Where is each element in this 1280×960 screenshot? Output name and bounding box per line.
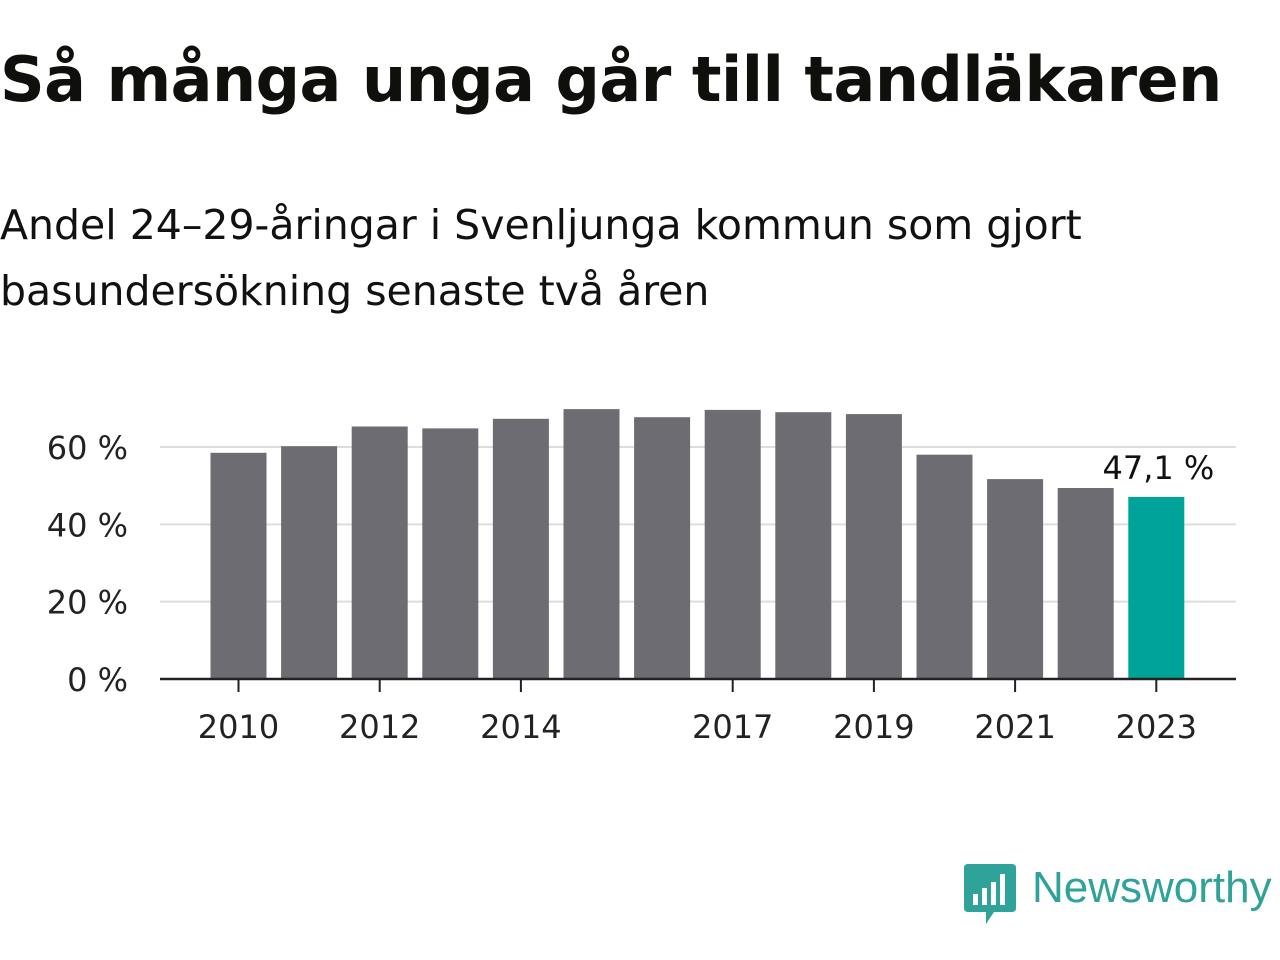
x-tick-label: 2012 (339, 708, 420, 746)
y-tick-label: 0 % (67, 661, 128, 699)
bar-2019 (845, 414, 902, 679)
x-tick-label: 2023 (1116, 708, 1197, 746)
y-tick-label: 40 % (47, 506, 128, 544)
newsworthy-logo: Newsworthy (964, 864, 1272, 926)
bar-2012 (351, 426, 408, 679)
y-tick-label: 20 % (47, 584, 128, 622)
x-tick-label: 2017 (692, 708, 773, 746)
x-tick-label: 2019 (833, 708, 914, 746)
x-axis (160, 677, 1236, 692)
x-tick-label: 2021 (974, 708, 1055, 746)
bar-2011 (281, 446, 338, 679)
x-tick-label: 2014 (480, 708, 561, 746)
y-tick-label: 60 % (47, 429, 128, 467)
chart-title: Så många unga går till tandläkaren (0, 43, 1222, 116)
bar-2020 (916, 454, 973, 679)
bar-2016 (634, 417, 691, 679)
bars (210, 409, 1185, 679)
bar-2023 (1128, 496, 1185, 679)
bar-2010 (210, 452, 267, 679)
bar-2014 (492, 418, 549, 679)
bar-2017 (704, 409, 761, 679)
brand-name: Newsworthy (1032, 863, 1272, 912)
bar-2015 (563, 409, 620, 679)
x-tick-label: 2010 (198, 708, 279, 746)
axis-labels: 0 % 20 % 40 % 60 % 2010 2012 2014 2017 2019 2021 2… (47, 429, 1215, 746)
bar-2021 (987, 479, 1044, 679)
newsworthy-logo-icon (964, 864, 1016, 924)
bar-2018 (775, 412, 832, 679)
grid-lines (160, 446, 1236, 603)
bar-2013 (422, 428, 479, 679)
bar-2022 (1057, 488, 1114, 679)
highlight-value-label: 47,1 % (1102, 449, 1214, 487)
chart-subtitle: Andel 24–29-åringar i Svenljunga kommun … (0, 201, 1082, 315)
